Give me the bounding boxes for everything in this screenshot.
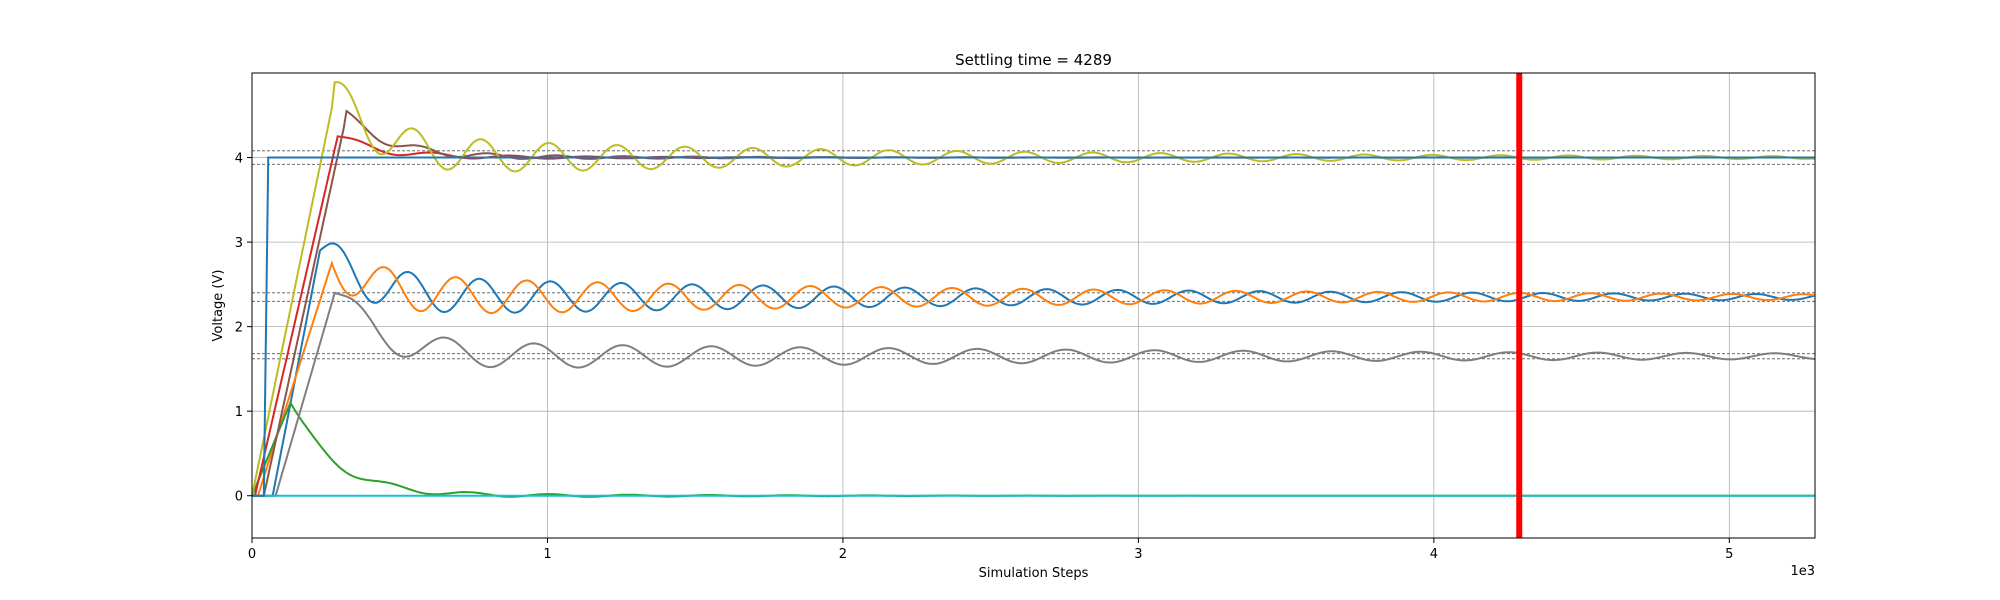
x-tick-label-0: 0	[248, 547, 256, 562]
x-axis-label: Simulation Steps	[979, 566, 1089, 581]
reference-bands	[252, 150, 1815, 360]
series-line-1	[252, 260, 1816, 497]
series-line-5	[252, 291, 1816, 497]
y-tick-label-3: 3	[235, 236, 243, 251]
series-line-0	[252, 242, 1816, 497]
y-tick-label-4: 4	[235, 152, 243, 167]
y-tick-label-1: 1	[235, 405, 243, 420]
y-tick-label-0: 0	[235, 490, 243, 505]
series-group	[251, 81, 1816, 498]
series-line-2	[251, 400, 1815, 498]
series-line-6	[251, 81, 1816, 496]
series-step-line-0	[252, 156, 1815, 497]
x-tick-label-4: 4	[1430, 547, 1438, 562]
x-tick-label-2: 2	[839, 547, 847, 562]
x-axis-ticks: 0 1 2 3 4 5	[248, 538, 1733, 562]
series-line-4	[252, 109, 1815, 497]
x-tick-label-1: 1	[543, 547, 551, 562]
y-tick-label-2: 2	[235, 321, 243, 336]
chart-title: Settling time = 4289	[955, 51, 1112, 69]
x-tick-label-5: 5	[1725, 547, 1733, 562]
x-tick-label-3: 3	[1134, 547, 1142, 562]
x-axis-multiplier: 1e3	[1790, 564, 1815, 579]
y-axis-label: Voltage (V)	[211, 270, 226, 342]
plot-frame	[251, 72, 1816, 539]
y-axis-ticks: 0 1 2 3 4	[235, 152, 252, 505]
series-line-3	[252, 135, 1815, 497]
